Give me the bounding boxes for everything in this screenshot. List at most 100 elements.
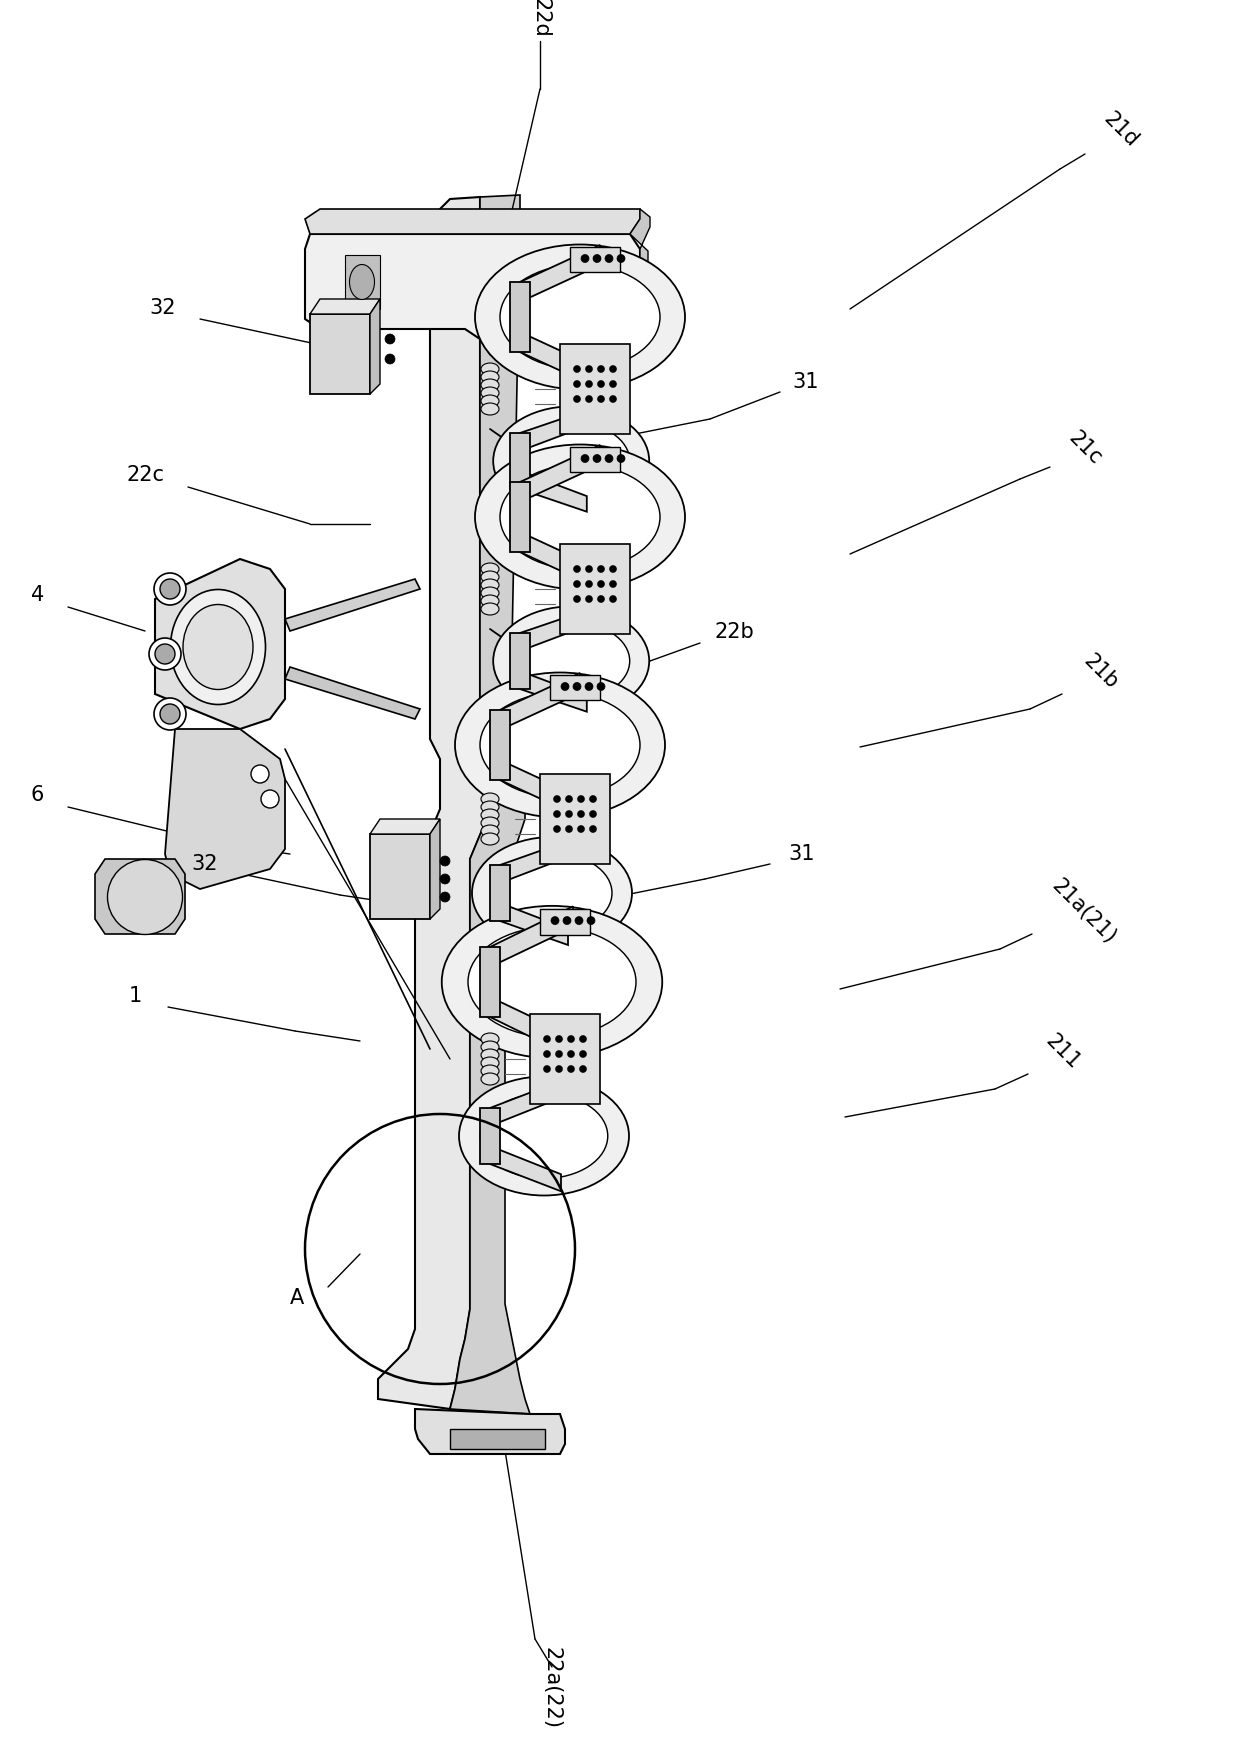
Polygon shape bbox=[529, 1014, 600, 1105]
Text: 32: 32 bbox=[191, 853, 218, 874]
Polygon shape bbox=[490, 1147, 560, 1192]
Circle shape bbox=[593, 454, 601, 463]
Polygon shape bbox=[480, 947, 500, 1017]
Circle shape bbox=[543, 1037, 551, 1044]
Circle shape bbox=[598, 566, 605, 573]
Ellipse shape bbox=[481, 563, 498, 575]
Polygon shape bbox=[490, 907, 573, 967]
Circle shape bbox=[605, 454, 613, 463]
Circle shape bbox=[568, 1051, 574, 1058]
Circle shape bbox=[587, 918, 595, 925]
Circle shape bbox=[598, 381, 605, 388]
Ellipse shape bbox=[350, 266, 374, 301]
Circle shape bbox=[568, 1037, 574, 1044]
Polygon shape bbox=[510, 482, 529, 552]
Ellipse shape bbox=[481, 794, 498, 806]
Ellipse shape bbox=[475, 446, 684, 591]
Ellipse shape bbox=[481, 1033, 498, 1045]
Polygon shape bbox=[155, 559, 285, 729]
Circle shape bbox=[250, 766, 269, 783]
Circle shape bbox=[154, 573, 186, 605]
Polygon shape bbox=[500, 841, 568, 883]
Circle shape bbox=[440, 874, 450, 884]
Circle shape bbox=[582, 255, 589, 264]
Circle shape bbox=[598, 367, 605, 374]
Circle shape bbox=[598, 596, 605, 603]
Text: 21d: 21d bbox=[1100, 108, 1142, 150]
Polygon shape bbox=[570, 447, 620, 472]
Ellipse shape bbox=[108, 860, 182, 935]
Text: 211: 211 bbox=[1042, 1030, 1084, 1073]
Polygon shape bbox=[310, 301, 379, 315]
Circle shape bbox=[589, 811, 596, 818]
Circle shape bbox=[610, 367, 616, 374]
Circle shape bbox=[579, 1066, 587, 1073]
Ellipse shape bbox=[481, 404, 498, 416]
Ellipse shape bbox=[481, 1058, 498, 1070]
Circle shape bbox=[573, 381, 580, 388]
Circle shape bbox=[585, 381, 593, 388]
Ellipse shape bbox=[494, 607, 650, 717]
Ellipse shape bbox=[480, 1094, 608, 1178]
Ellipse shape bbox=[467, 928, 636, 1038]
Text: 21a(21): 21a(21) bbox=[1048, 876, 1120, 947]
Text: 22c: 22c bbox=[126, 465, 164, 484]
Ellipse shape bbox=[500, 465, 660, 570]
Circle shape bbox=[598, 580, 605, 587]
Polygon shape bbox=[490, 1080, 560, 1126]
Polygon shape bbox=[520, 411, 587, 451]
Circle shape bbox=[579, 1051, 587, 1058]
Circle shape bbox=[563, 918, 570, 925]
Ellipse shape bbox=[492, 853, 613, 933]
Circle shape bbox=[578, 811, 584, 818]
Polygon shape bbox=[520, 446, 600, 503]
Circle shape bbox=[260, 790, 279, 809]
Circle shape bbox=[384, 355, 396, 365]
Circle shape bbox=[585, 397, 593, 404]
Circle shape bbox=[154, 699, 186, 731]
Ellipse shape bbox=[459, 1077, 629, 1196]
Polygon shape bbox=[450, 196, 529, 1414]
Ellipse shape bbox=[481, 388, 498, 400]
Polygon shape bbox=[490, 711, 510, 781]
Circle shape bbox=[573, 580, 580, 587]
Polygon shape bbox=[370, 834, 430, 919]
Polygon shape bbox=[310, 315, 370, 395]
Circle shape bbox=[384, 336, 396, 344]
Ellipse shape bbox=[481, 1049, 498, 1061]
Circle shape bbox=[585, 580, 593, 587]
Ellipse shape bbox=[481, 834, 498, 846]
Ellipse shape bbox=[481, 1042, 498, 1054]
Ellipse shape bbox=[494, 407, 650, 516]
Circle shape bbox=[579, 1037, 587, 1044]
Circle shape bbox=[440, 893, 450, 902]
Ellipse shape bbox=[481, 379, 498, 392]
Polygon shape bbox=[430, 820, 440, 919]
Ellipse shape bbox=[481, 587, 498, 600]
Ellipse shape bbox=[481, 825, 498, 837]
Polygon shape bbox=[630, 210, 650, 330]
Polygon shape bbox=[520, 472, 587, 512]
Circle shape bbox=[543, 1066, 551, 1073]
Circle shape bbox=[582, 454, 589, 463]
Polygon shape bbox=[520, 671, 587, 711]
Polygon shape bbox=[450, 1430, 546, 1449]
Circle shape bbox=[440, 857, 450, 867]
Polygon shape bbox=[539, 909, 590, 935]
Polygon shape bbox=[305, 210, 640, 234]
Circle shape bbox=[605, 255, 613, 264]
Polygon shape bbox=[305, 234, 640, 355]
Ellipse shape bbox=[481, 818, 498, 830]
Circle shape bbox=[589, 795, 596, 802]
Text: 22d: 22d bbox=[529, 0, 551, 38]
Circle shape bbox=[565, 795, 573, 802]
Ellipse shape bbox=[512, 622, 630, 701]
Polygon shape bbox=[560, 344, 630, 435]
Ellipse shape bbox=[441, 907, 662, 1059]
Polygon shape bbox=[490, 865, 510, 921]
Circle shape bbox=[556, 1066, 563, 1073]
Circle shape bbox=[610, 596, 616, 603]
Circle shape bbox=[578, 795, 584, 802]
Polygon shape bbox=[415, 1409, 565, 1454]
Polygon shape bbox=[539, 774, 610, 865]
